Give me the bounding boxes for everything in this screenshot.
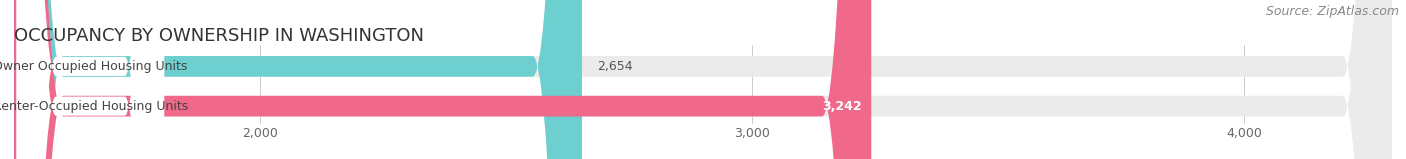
FancyBboxPatch shape [17, 0, 165, 159]
FancyBboxPatch shape [14, 0, 582, 159]
FancyBboxPatch shape [14, 0, 872, 159]
Text: 3,242: 3,242 [823, 100, 862, 113]
Text: Renter-Occupied Housing Units: Renter-Occupied Housing Units [0, 100, 188, 113]
Text: OCCUPANCY BY OWNERSHIP IN WASHINGTON: OCCUPANCY BY OWNERSHIP IN WASHINGTON [14, 27, 425, 45]
FancyBboxPatch shape [14, 0, 1392, 159]
FancyBboxPatch shape [17, 0, 165, 159]
Text: 2,654: 2,654 [596, 60, 633, 73]
FancyBboxPatch shape [14, 0, 1392, 159]
Text: Owner Occupied Housing Units: Owner Occupied Housing Units [0, 60, 187, 73]
Text: Source: ZipAtlas.com: Source: ZipAtlas.com [1265, 5, 1399, 18]
